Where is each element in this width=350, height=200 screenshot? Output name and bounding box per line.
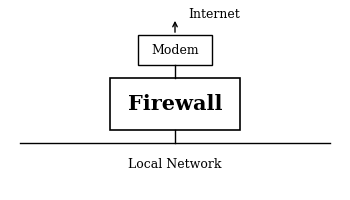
Text: Internet: Internet: [188, 8, 240, 21]
Text: Modem: Modem: [151, 44, 199, 56]
Bar: [138, 35, 212, 65]
Text: Local Network: Local Network: [128, 158, 222, 171]
Text: Firewall: Firewall: [128, 94, 222, 114]
Bar: [110, 78, 240, 130]
